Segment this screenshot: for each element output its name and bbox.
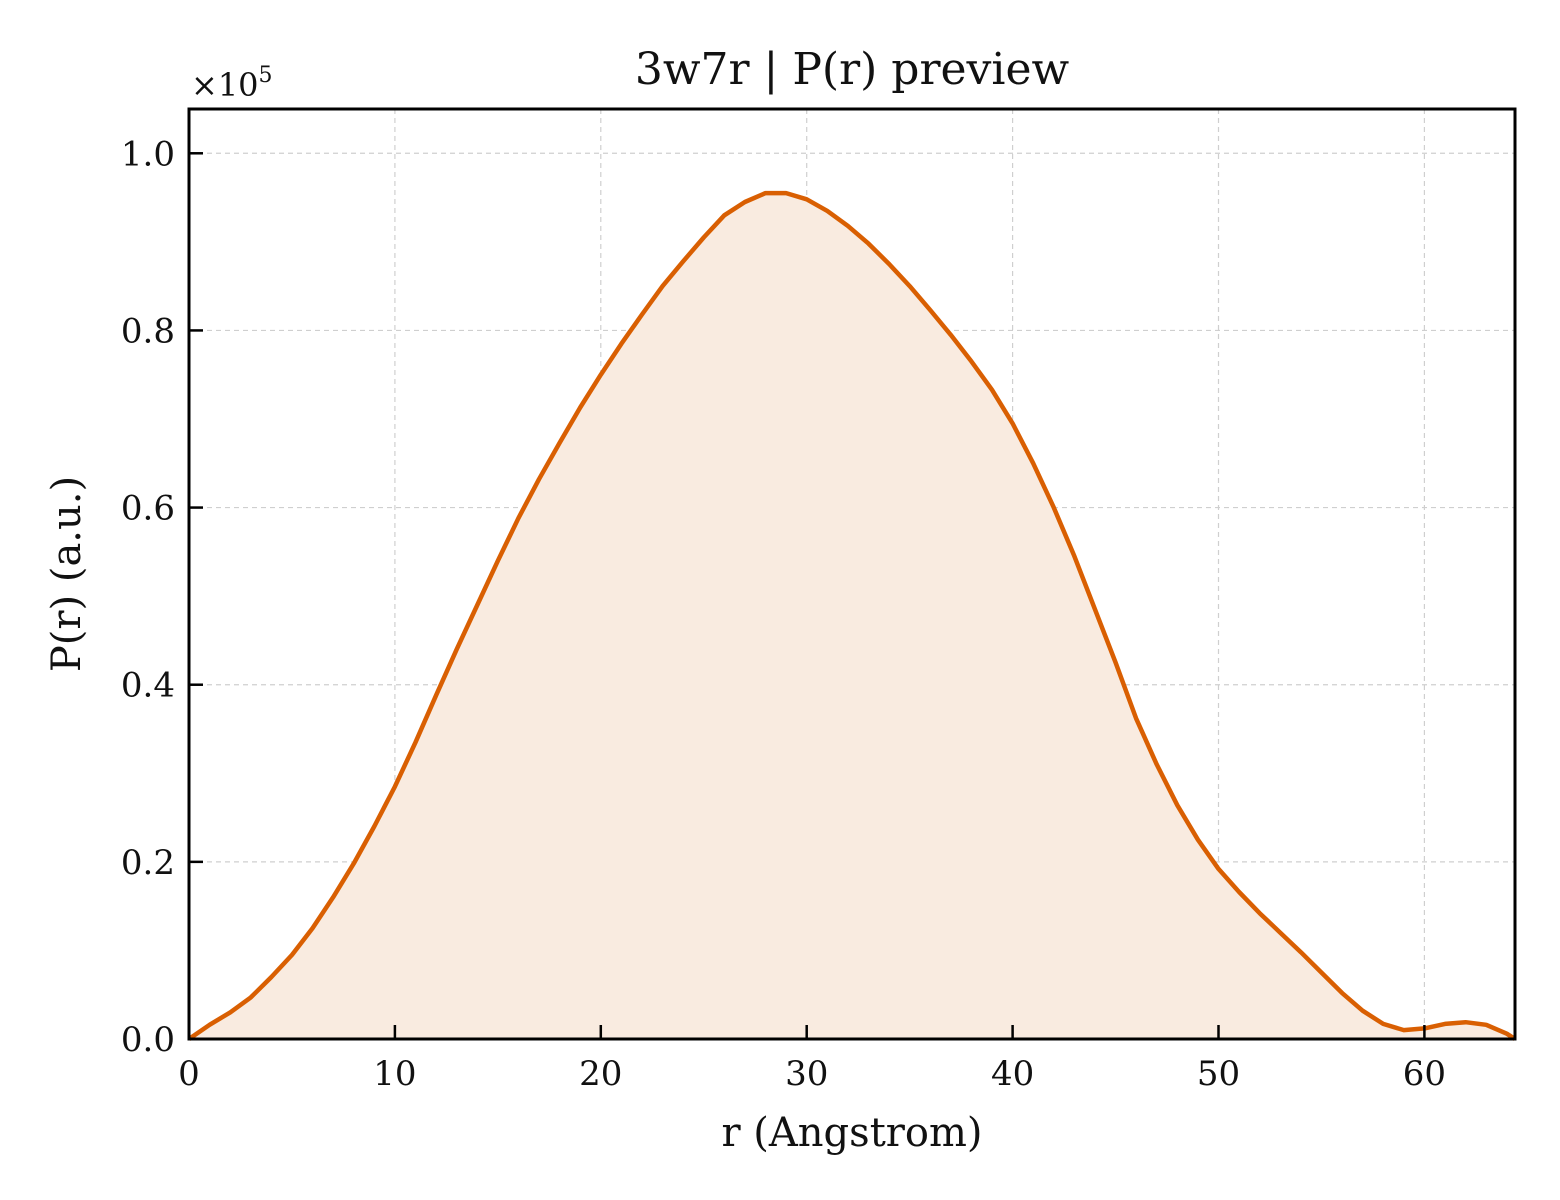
y-axis-label: P(r) (a.u.) bbox=[44, 476, 90, 672]
x-tick-label: 50 bbox=[1197, 1054, 1240, 1094]
chart-title: 3w7r | P(r) preview bbox=[635, 44, 1070, 95]
x-tick-label: 10 bbox=[373, 1054, 416, 1094]
pr-area-fill bbox=[189, 193, 1515, 1040]
y-axis-ticks: 0.0 0.2 0.4 0.6 0.8 1.0 bbox=[121, 134, 203, 1060]
y-axis-multiplier-exponent: 5 bbox=[259, 63, 273, 88]
x-tick-label: 60 bbox=[1403, 1054, 1446, 1094]
y-tick-label: 0.8 bbox=[121, 311, 175, 351]
y-tick-label: 0.0 bbox=[121, 1020, 175, 1060]
x-axis-ticks: 0 10 20 30 40 50 60 bbox=[178, 1025, 1446, 1094]
y-axis-multiplier: ×105 bbox=[191, 63, 273, 104]
x-tick-label: 20 bbox=[579, 1054, 622, 1094]
x-tick-label: 40 bbox=[991, 1054, 1034, 1094]
y-tick-label: 0.4 bbox=[121, 666, 175, 706]
y-axis-multiplier-base: ×10 bbox=[191, 66, 259, 104]
x-axis-label: r (Angstrom) bbox=[721, 1110, 982, 1156]
y-tick-label: 1.0 bbox=[121, 134, 175, 174]
x-tick-label: 0 bbox=[178, 1054, 200, 1094]
pr-curve-line bbox=[187, 190, 1517, 1041]
x-tick-label: 30 bbox=[785, 1054, 828, 1094]
y-tick-label: 0.6 bbox=[121, 489, 175, 529]
plot-frame bbox=[187, 107, 1517, 1041]
y-tick-label: 0.2 bbox=[121, 843, 175, 883]
